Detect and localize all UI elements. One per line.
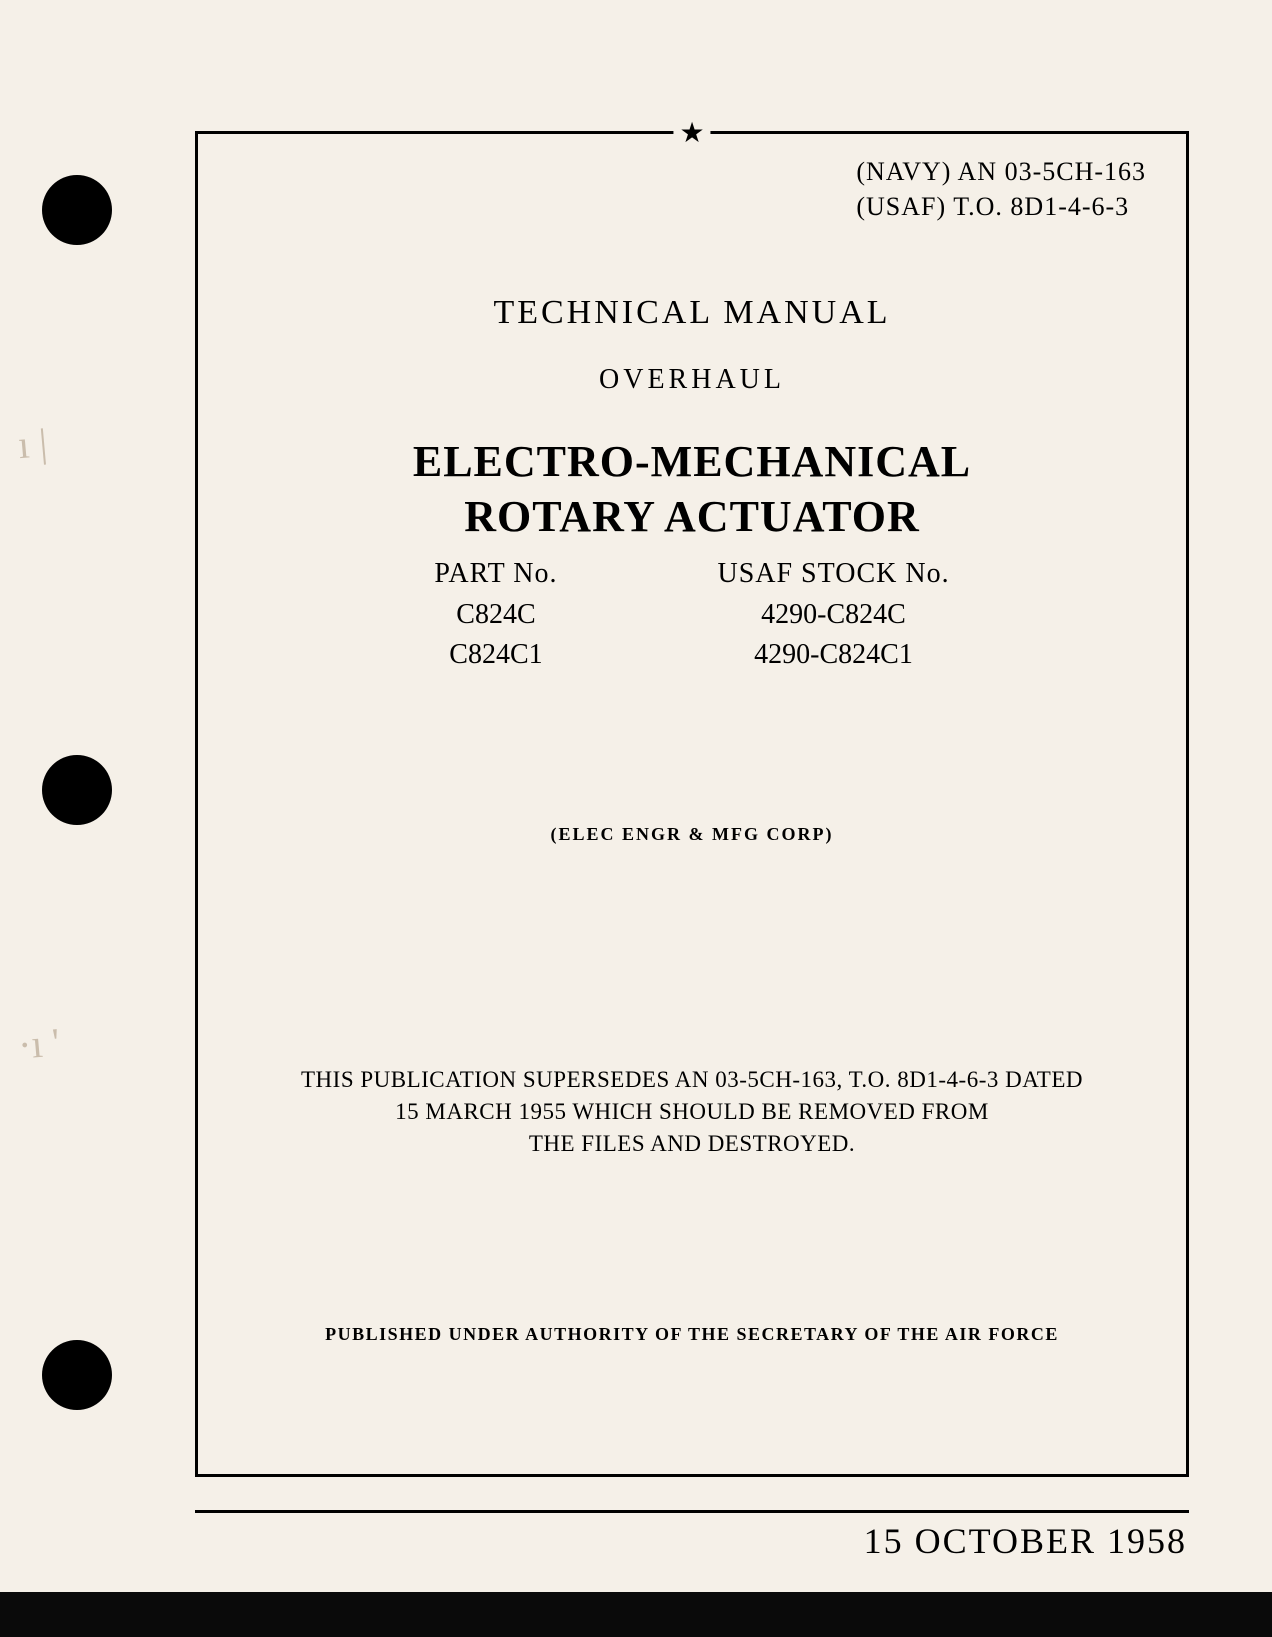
usaf-doc-id: (USAF) T.O. 8D1-4-6-3 [856,189,1146,224]
scanned-page: ı | ·ı ' ★ (NAVY) AN 03-5CH-163 (USAF) T… [0,0,1272,1637]
content-frame: ★ (NAVY) AN 03-5CH-163 (USAF) T.O. 8D1-4… [195,131,1189,1477]
star-ornament-icon: ★ [673,120,710,148]
supersedes-line: THIS PUBLICATION SUPERSEDES AN 03-5CH-16… [198,1064,1186,1096]
scan-bottom-edge [0,1592,1272,1637]
part-number-value: C824C1 [434,635,557,676]
document-id-block: (NAVY) AN 03-5CH-163 (USAF) T.O. 8D1-4-6… [856,154,1146,224]
scan-smudge-icon: ı | [16,419,49,468]
stock-number-column: USAF STOCK No. 4290-C824C 4290-C824C1 [717,554,949,676]
stock-number-value: 4290-C824C1 [717,635,949,676]
parts-table: PART No. C824C C824C1 USAF STOCK No. 429… [198,554,1186,676]
navy-doc-id: (NAVY) AN 03-5CH-163 [856,154,1146,189]
supersedes-line: THE FILES AND DESTROYED. [198,1128,1186,1160]
date-rule-divider [195,1510,1189,1513]
title-line-2: ROTARY ACTUATOR [198,489,1186,544]
punch-hole-icon [42,755,112,825]
part-number-column: PART No. C824C C824C1 [434,554,557,676]
document-title: ELECTRO-MECHANICAL ROTARY ACTUATOR [198,434,1186,544]
title-line-1: ELECTRO-MECHANICAL [198,434,1186,489]
punch-hole-icon [42,175,112,245]
scan-smudge-icon: ·ı ' [16,1018,62,1068]
punch-hole-icon [42,1340,112,1410]
manufacturer-line: (ELEC ENGR & MFG CORP) [198,824,1186,845]
stock-number-header: USAF STOCK No. [717,554,949,595]
overhaul-subheading: OVERHAUL [198,364,1186,396]
publication-date: 15 OCTOBER 1958 [864,1520,1187,1562]
publication-authority: PUBLISHED UNDER AUTHORITY OF THE SECRETA… [198,1324,1186,1345]
technical-manual-heading: TECHNICAL MANUAL [198,294,1186,332]
part-number-value: C824C [434,595,557,636]
supersedes-line: 15 MARCH 1955 WHICH SHOULD BE REMOVED FR… [198,1096,1186,1128]
supersession-notice: THIS PUBLICATION SUPERSEDES AN 03-5CH-16… [198,1064,1186,1161]
stock-number-value: 4290-C824C [717,595,949,636]
part-number-header: PART No. [434,554,557,595]
